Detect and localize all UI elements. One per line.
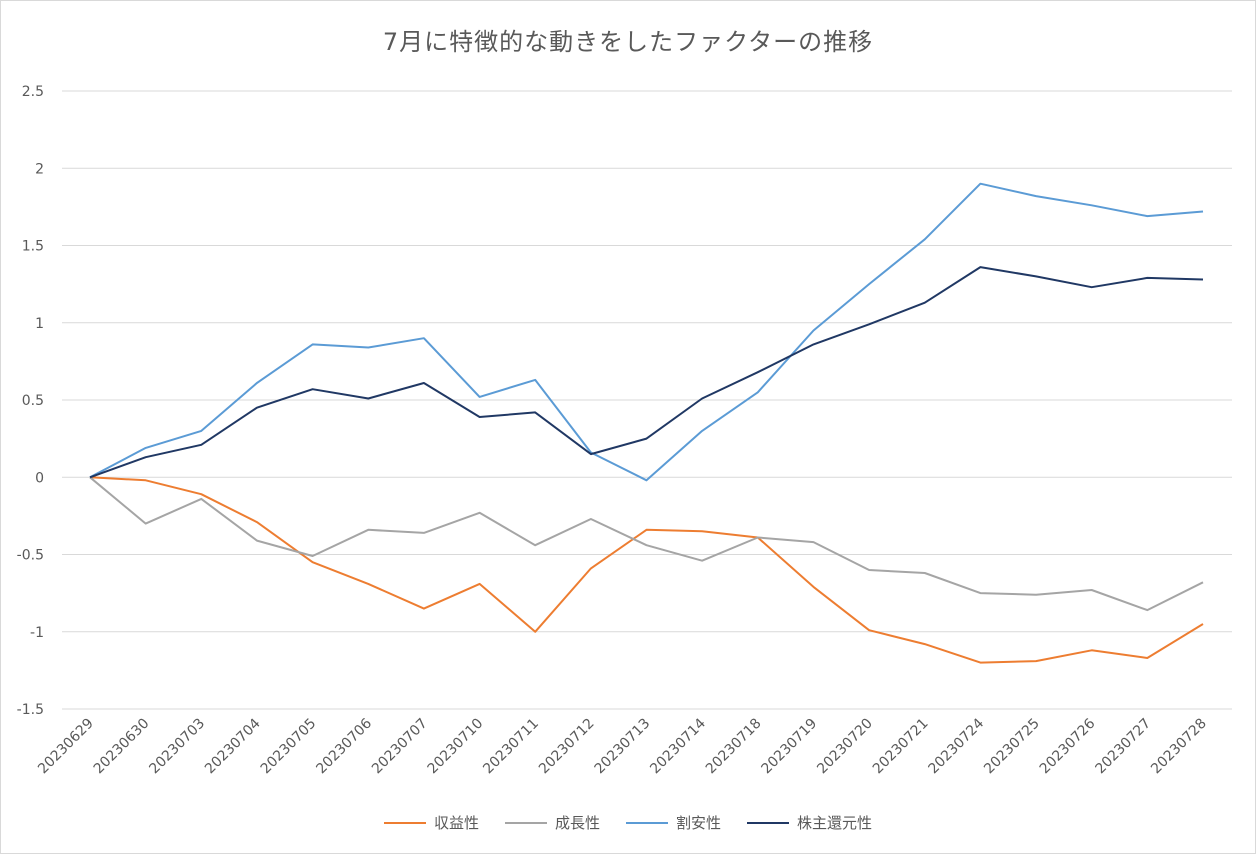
legend-item: 割安性	[626, 812, 721, 833]
y-tick-label: -0.5	[17, 548, 44, 564]
x-tick-label: 20230718	[703, 716, 765, 778]
series-line-3	[89, 266, 1204, 479]
x-tick-label: 20230703	[146, 716, 208, 778]
legend-label: 株主還元性	[797, 814, 873, 832]
legend: 収益性 成長性 割安性 株主還元性	[0, 812, 1256, 833]
legend-label: 収益性	[433, 814, 479, 832]
series-line-0	[89, 476, 1204, 664]
x-tick-label: 20230706	[313, 715, 375, 777]
legend-item: 収益性	[383, 812, 479, 833]
x-tick-label: 20230630	[91, 716, 153, 778]
y-tick-label: 2.5	[22, 84, 44, 100]
x-tick-label: 20230727	[1092, 716, 1154, 778]
x-tick-label: 20230710	[425, 716, 487, 778]
series-line-1	[89, 476, 1204, 612]
legend-label: 割安性	[676, 814, 722, 832]
chart-title: 7月に特徴的な動きをしたファクターの推移	[382, 28, 874, 56]
gridlines	[62, 90, 1232, 710]
x-tick-label: 20230726	[1037, 715, 1099, 777]
x-tick-label: 20230712	[536, 716, 598, 778]
legend-swatch	[383, 821, 426, 824]
x-tick-label: 20230713	[592, 716, 654, 778]
legend-swatch	[626, 821, 668, 824]
y-tick-label: 1	[35, 316, 44, 332]
legend-swatch	[747, 821, 790, 824]
x-tick-label: 20230629	[35, 716, 97, 778]
x-tick-label: 20230724	[926, 715, 988, 777]
x-tick-label: 20230704	[202, 715, 264, 777]
x-axis-ticks: 2023062920230630202307032023070420230705…	[35, 715, 1210, 777]
series-lines	[89, 182, 1204, 664]
legend-label: 成長性	[554, 814, 600, 832]
x-tick-label: 20230705	[258, 716, 320, 778]
x-tick-label: 20230721	[870, 716, 932, 778]
y-tick-label: 0	[35, 470, 44, 486]
x-tick-label: 20230714	[647, 715, 709, 777]
y-tick-label: 2	[35, 161, 44, 177]
legend-item: 株主還元性	[747, 812, 872, 833]
y-tick-label: 0.5	[22, 393, 44, 409]
series-line-2	[89, 182, 1204, 482]
legend-swatch	[504, 821, 547, 824]
x-tick-label: 20230728	[1148, 716, 1210, 778]
y-tick-label: 1.5	[22, 239, 44, 255]
legend-item: 成長性	[504, 812, 600, 833]
x-tick-label: 20230720	[814, 716, 876, 778]
x-tick-label: 20230725	[981, 716, 1043, 778]
x-tick-label: 20230707	[369, 716, 431, 778]
y-tick-label: -1.5	[17, 702, 44, 718]
y-tick-label: -1	[30, 625, 44, 641]
y-axis-ticks: 2.5 2 1.5 1 0.5 0 -0.5 -1 -1.5	[17, 84, 44, 718]
x-tick-label: 20230719	[759, 716, 821, 778]
x-tick-label: 20230711	[480, 716, 542, 778]
